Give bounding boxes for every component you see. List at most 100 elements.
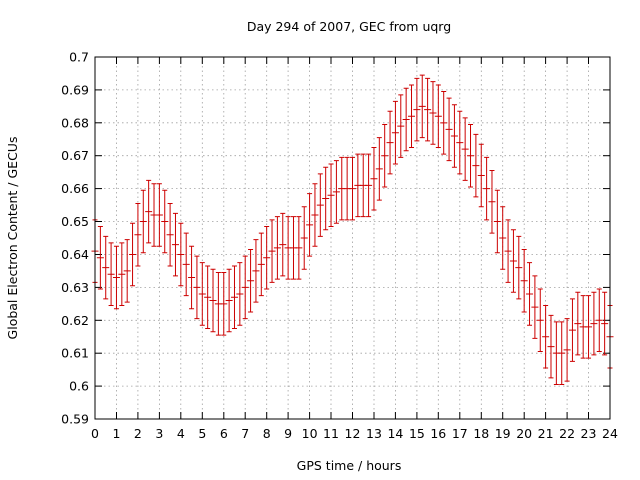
data-point <box>112 245 120 310</box>
data-point <box>488 170 496 234</box>
x-tick-label: 7 <box>241 426 249 441</box>
data-point <box>375 137 383 201</box>
data-point <box>424 77 432 142</box>
data-point <box>381 123 389 188</box>
data-point <box>542 304 550 369</box>
data-point <box>316 173 324 237</box>
x-axis-ticks: 0 1 2 3 4 5 6 7 8 9 10 11 12 13 14 15 16 17 18 19 20 21 22 23 24 <box>91 57 618 441</box>
y-tick-label: 0.69 <box>61 82 89 97</box>
x-tick-label: 18 <box>473 426 489 441</box>
grid-lines <box>95 57 610 419</box>
data-point <box>322 166 330 231</box>
x-tick-label: 13 <box>366 426 382 441</box>
data-point <box>241 255 249 320</box>
y-tick-label: 0.7 <box>69 50 89 65</box>
data-point <box>515 235 523 300</box>
data-point <box>129 222 137 287</box>
x-tick-label: 2 <box>134 426 142 441</box>
x-tick-label: 11 <box>323 426 339 441</box>
x-tick-label: 19 <box>495 426 511 441</box>
data-point <box>504 219 512 283</box>
data-point <box>263 225 271 290</box>
y-tick-label: 0.62 <box>61 313 89 328</box>
x-tick-label: 15 <box>409 426 425 441</box>
y-tick-label: 0.61 <box>61 346 89 361</box>
data-point <box>161 189 169 254</box>
data-point <box>354 153 362 218</box>
data-point <box>574 291 582 356</box>
y-tick-label: 0.64 <box>61 247 89 262</box>
data-points <box>91 74 614 385</box>
x-tick-label: 8 <box>263 426 271 441</box>
data-point <box>279 212 287 277</box>
data-point <box>300 206 308 270</box>
data-point <box>418 74 426 139</box>
data-point <box>332 160 340 224</box>
data-point <box>177 222 185 287</box>
data-point <box>230 265 238 329</box>
data-point <box>236 262 244 326</box>
x-tick-label: 10 <box>302 426 318 441</box>
data-point <box>209 268 217 333</box>
data-point <box>349 156 356 221</box>
data-point <box>204 265 212 329</box>
data-point <box>472 133 480 198</box>
data-point <box>483 156 491 221</box>
data-point <box>295 216 303 280</box>
y-tick-label: 0.65 <box>61 214 89 229</box>
data-point <box>214 272 222 336</box>
data-point <box>370 147 378 211</box>
data-point <box>118 242 126 306</box>
data-point <box>155 183 163 247</box>
y-tick-label: 0.66 <box>61 181 89 196</box>
x-tick-label: 23 <box>581 426 597 441</box>
data-point <box>327 163 335 227</box>
data-point <box>134 202 142 267</box>
data-point <box>145 179 153 244</box>
data-point <box>268 219 276 283</box>
x-tick-label: 24 <box>602 426 618 441</box>
data-point <box>547 314 555 379</box>
data-point <box>188 245 196 310</box>
data-point <box>520 249 528 313</box>
data-point <box>590 291 598 356</box>
y-tick-label: 0.68 <box>61 115 89 130</box>
data-point <box>434 84 442 148</box>
data-point <box>284 216 292 280</box>
data-point <box>198 262 206 326</box>
data-point <box>585 295 593 359</box>
data-point <box>595 288 603 353</box>
data-point <box>359 153 367 218</box>
x-tick-label: 14 <box>387 426 403 441</box>
data-point <box>123 239 131 303</box>
data-point <box>150 183 158 247</box>
y-tick-label: 0.67 <box>61 148 89 163</box>
data-point <box>171 212 179 277</box>
data-point <box>102 235 110 300</box>
data-point <box>456 110 464 175</box>
y-axis-label: Global Electron Content / GECUs <box>5 137 20 340</box>
data-point <box>365 153 373 218</box>
data-point <box>579 295 587 359</box>
data-point <box>429 81 437 145</box>
y-tick-label: 0.59 <box>61 412 89 427</box>
x-tick-label: 21 <box>538 426 554 441</box>
data-point <box>338 156 346 221</box>
data-point <box>391 100 399 165</box>
data-point <box>467 123 475 188</box>
data-point <box>440 91 448 155</box>
y-tick-label: 0.6 <box>69 379 89 394</box>
x-tick-label: 6 <box>220 426 228 441</box>
data-point <box>531 275 539 339</box>
data-point <box>445 97 453 162</box>
data-point <box>477 143 485 208</box>
x-axis-label: GPS time / hours <box>297 458 402 473</box>
data-point <box>247 249 255 313</box>
data-point <box>402 87 410 152</box>
data-point <box>526 262 534 326</box>
data-point <box>601 291 609 356</box>
data-point <box>493 189 501 254</box>
data-point <box>509 229 517 293</box>
data-point <box>139 189 147 254</box>
x-tick-label: 9 <box>284 426 292 441</box>
